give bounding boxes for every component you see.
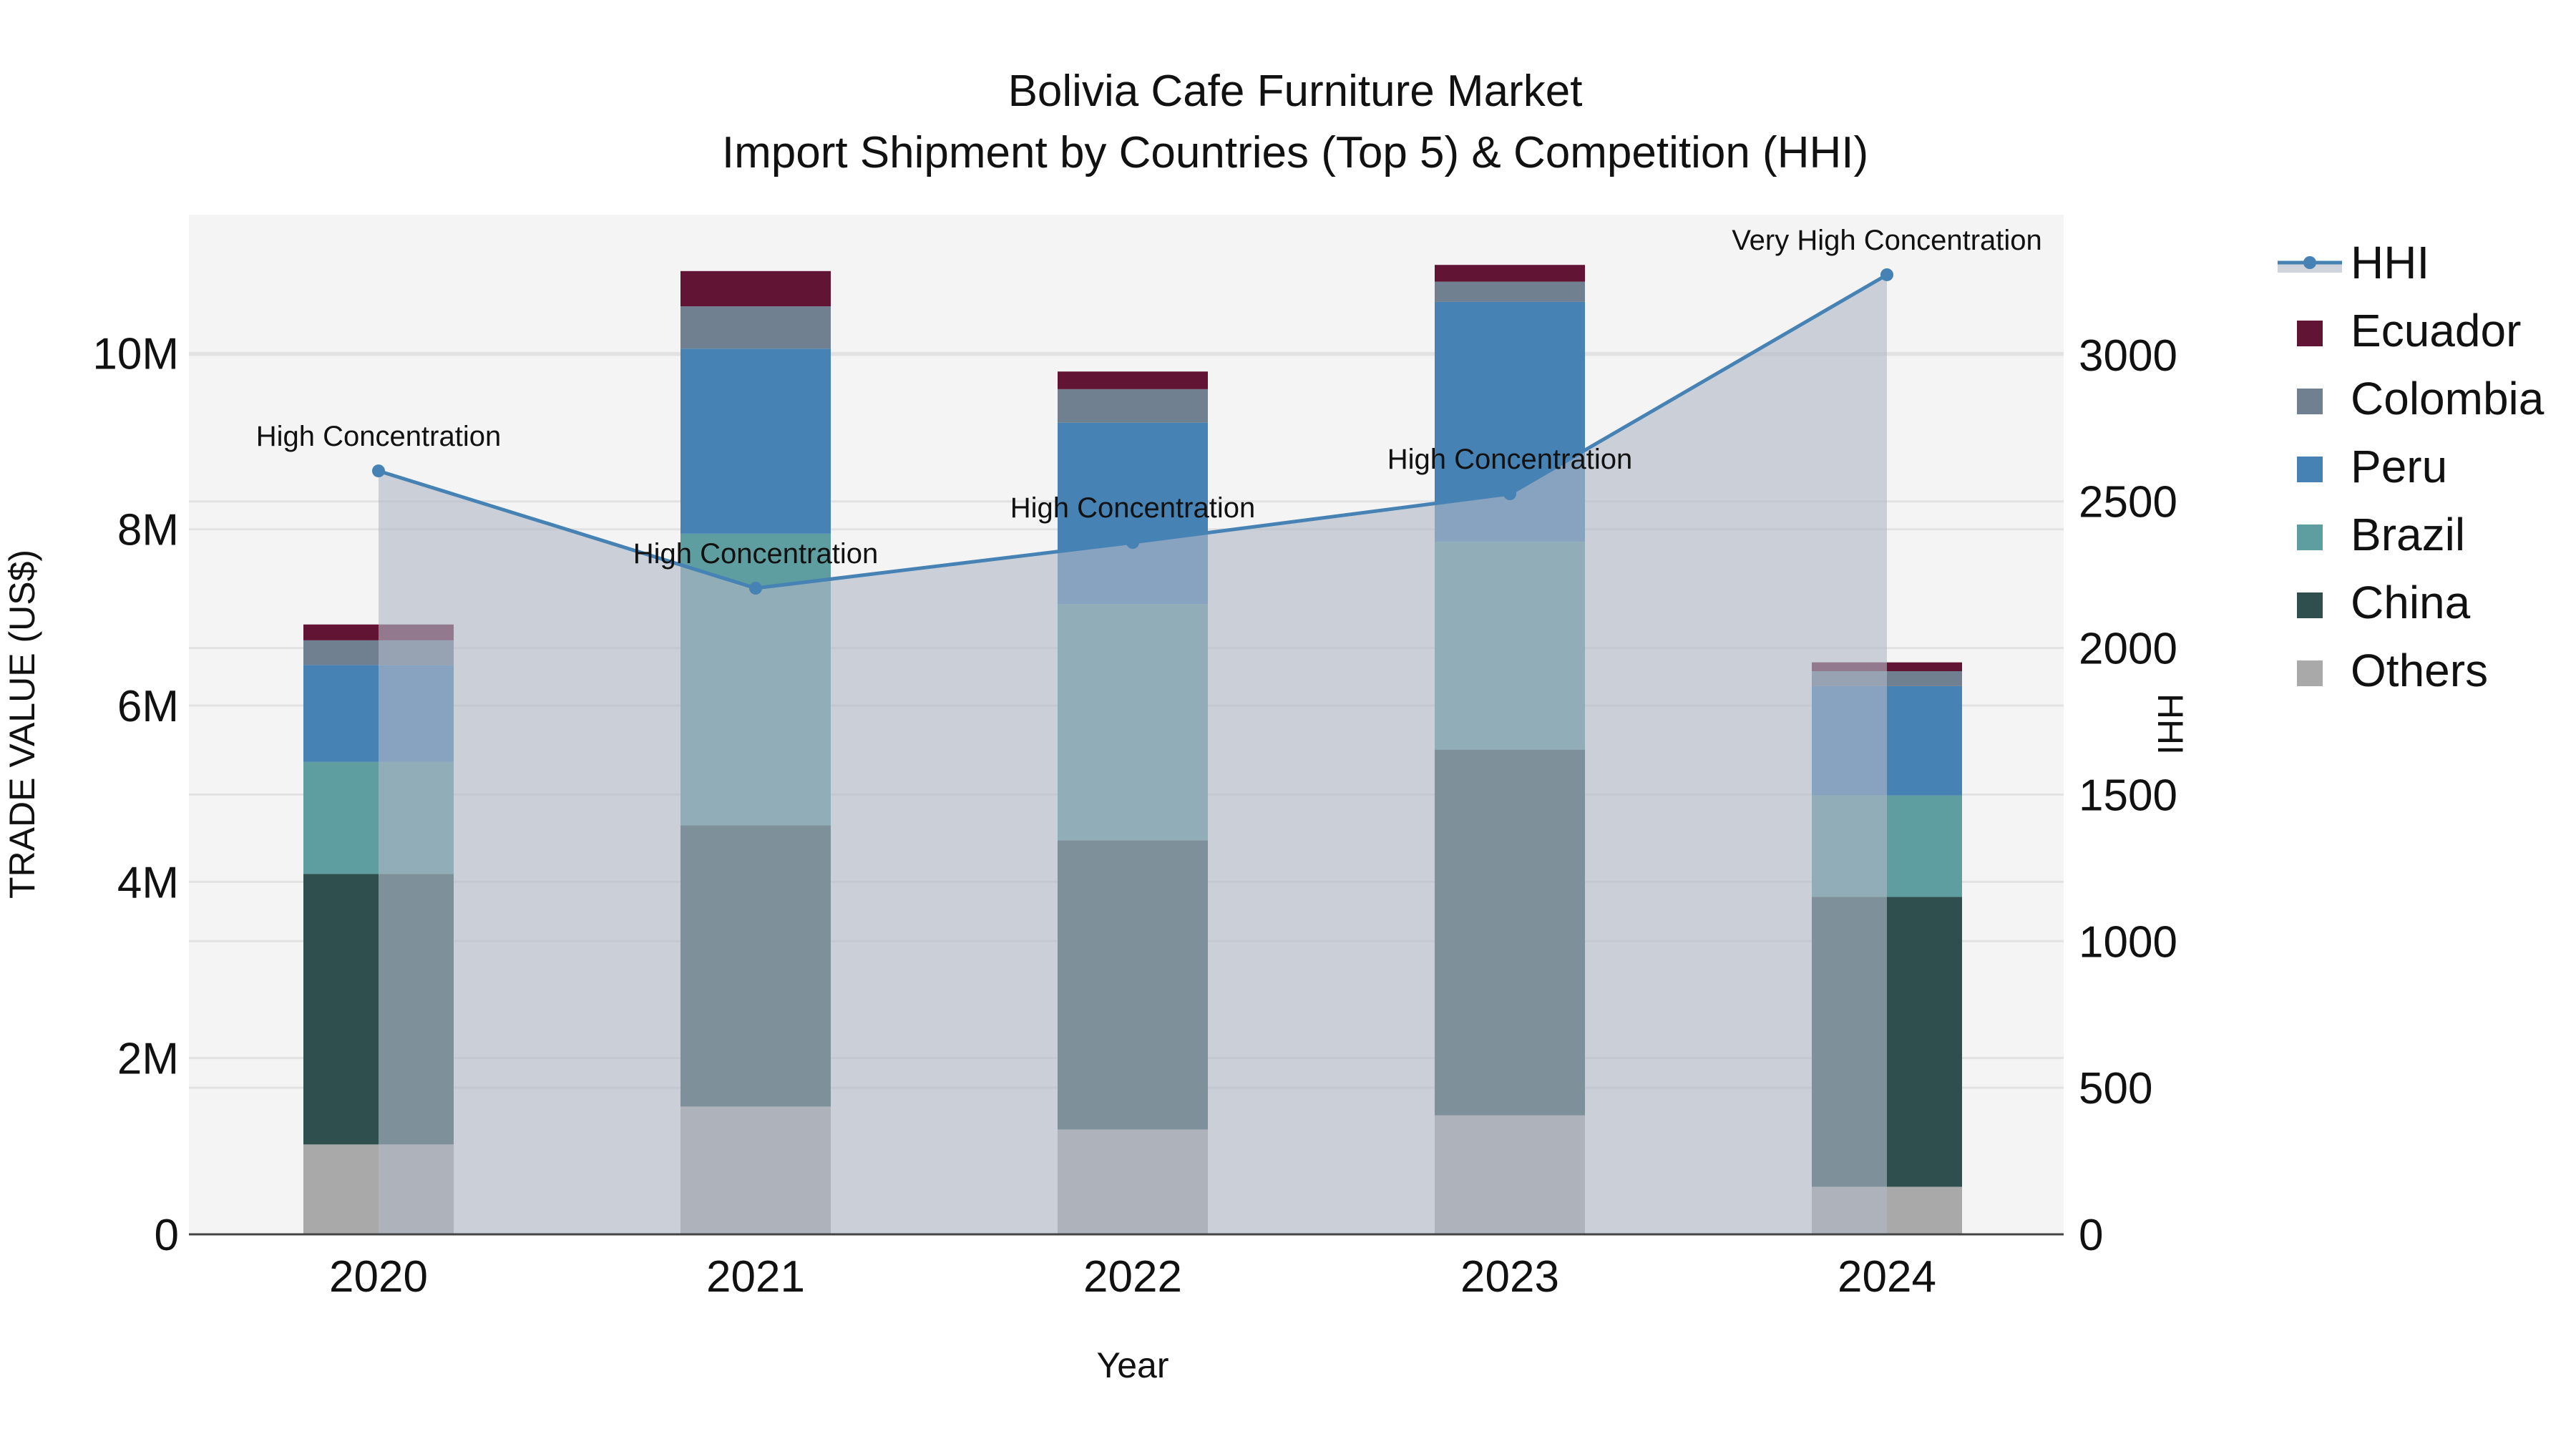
chart-title: Bolivia Cafe Furniture Market — [1008, 67, 1583, 116]
x-tick-labels: 2020 2021 2022 2023 2024 — [329, 1252, 1936, 1302]
y-left-tick: 8M — [117, 506, 179, 555]
y-right-tick: 2500 — [2079, 478, 2177, 527]
y-left-tick: 2M — [117, 1035, 179, 1084]
bar-segment-colombia[interactable] — [1058, 389, 1208, 423]
y-left-tick-labels: 0 2M 4M 6M 8M 10M — [92, 329, 179, 1260]
legend-swatch-icon — [2297, 660, 2323, 686]
bar-segment-colombia[interactable] — [680, 306, 831, 349]
legend-label: Peru — [2351, 441, 2447, 492]
legend-label: China — [2351, 577, 2471, 628]
hhi-area — [379, 274, 1887, 1235]
hhi-annotation: Very High Concentration — [1732, 225, 2042, 256]
y-right-tick: 500 — [2079, 1064, 2152, 1113]
bar-segment-colombia[interactable] — [1435, 281, 1585, 302]
legend-item-ecuador[interactable]: Ecuador — [2297, 305, 2521, 356]
legend-swatch-icon — [2297, 457, 2323, 482]
legend: HHI Ecuador Colombia Peru Brazil China Others — [2278, 237, 2545, 696]
legend-item-china[interactable]: China — [2297, 577, 2471, 628]
y-right-axis-title: HHI — [2150, 693, 2190, 755]
y-left-tick: 10M — [92, 329, 179, 379]
legend-item-hhi[interactable]: HHI — [2278, 237, 2429, 288]
legend-label: Others — [2351, 645, 2488, 696]
legend-label: Colombia — [2351, 373, 2545, 424]
y-right-tick: 1500 — [2079, 771, 2177, 820]
y-left-axis-title: TRADE VALUE (US$) — [2, 550, 42, 899]
legend-swatch-icon — [2297, 525, 2323, 550]
y-right-tick-labels: 0 500 1000 1500 2000 2500 3000 — [2079, 331, 2177, 1260]
legend-item-others[interactable]: Others — [2297, 645, 2488, 696]
bar-segment-ecuador[interactable] — [680, 270, 831, 307]
hhi-annotations: High Concentration High Concentration High… — [256, 225, 2042, 570]
hhi-annotation: High Concentration — [633, 538, 878, 570]
hhi-point-2024[interactable] — [1880, 268, 1893, 281]
x-tick: 2023 — [1460, 1252, 1559, 1302]
hhi-annotation: High Concentration — [256, 421, 501, 452]
marker-icon — [2303, 256, 2316, 269]
legend-swatch-icon — [2297, 592, 2323, 618]
legend-item-peru[interactable]: Peru — [2297, 441, 2447, 492]
x-tick: 2021 — [706, 1252, 805, 1302]
hhi-point-2021[interactable] — [749, 581, 762, 595]
y-right-tick: 1000 — [2079, 917, 2177, 967]
y-right-tick: 0 — [2079, 1211, 2103, 1260]
hhi-point-2022[interactable] — [1126, 536, 1139, 550]
chart-subtitle: Import Shipment by Countries (Top 5) & C… — [722, 128, 1868, 177]
bar-segment-ecuador[interactable] — [1058, 371, 1208, 389]
legend-label: Ecuador — [2351, 305, 2521, 356]
y-left-tick: 0 — [155, 1211, 179, 1260]
x-tick: 2020 — [329, 1252, 428, 1302]
legend-swatch-icon — [2297, 389, 2323, 414]
bar-segment-ecuador[interactable] — [1435, 265, 1585, 282]
hhi-point-2020[interactable] — [372, 464, 385, 478]
x-axis-title: Year — [1096, 1345, 1169, 1385]
y-right-tick: 2000 — [2079, 625, 2177, 674]
bar-segment-peru[interactable] — [680, 348, 831, 534]
legend-item-brazil[interactable]: Brazil — [2297, 509, 2465, 560]
y-left-tick: 4M — [117, 858, 179, 907]
legend-item-colombia[interactable]: Colombia — [2297, 373, 2545, 424]
y-left-tick: 6M — [117, 682, 179, 731]
y-right-tick: 3000 — [2079, 331, 2177, 381]
hhi-annotation: High Concentration — [1010, 492, 1255, 524]
x-tick: 2024 — [1838, 1252, 1936, 1302]
legend-swatch-icon — [2297, 321, 2323, 346]
legend-label: HHI — [2351, 237, 2429, 288]
hhi-point-2023[interactable] — [1503, 487, 1516, 501]
legend-label: Brazil — [2351, 509, 2465, 560]
x-tick: 2022 — [1083, 1252, 1182, 1302]
hhi-series — [372, 268, 1893, 1235]
hhi-annotation: High Concentration — [1387, 444, 1632, 475]
